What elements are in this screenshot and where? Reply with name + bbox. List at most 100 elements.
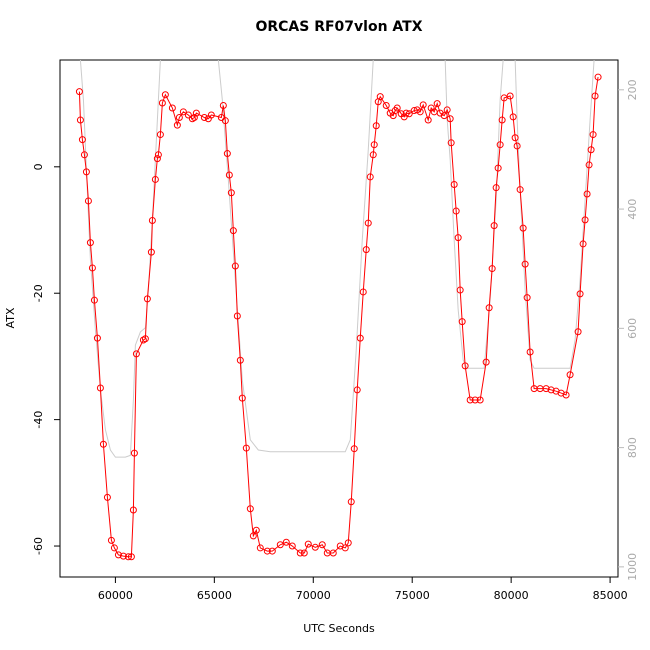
x-tick-label: 65000 <box>197 589 232 602</box>
data-point <box>151 175 159 183</box>
data-point <box>252 526 260 534</box>
data-point <box>190 114 198 122</box>
data-point <box>139 336 147 344</box>
data-point <box>500 94 508 102</box>
data-point <box>80 151 88 159</box>
data-point <box>526 348 534 356</box>
data-point <box>581 216 589 224</box>
data-point <box>511 134 519 142</box>
data-point <box>82 168 90 176</box>
data-point <box>372 122 380 130</box>
data-point <box>513 142 521 150</box>
data-point <box>124 553 132 561</box>
x-tick-label: 60000 <box>98 589 133 602</box>
data-point <box>75 88 83 96</box>
data-point <box>350 445 358 453</box>
data-point <box>188 115 196 123</box>
data-point <box>594 73 602 81</box>
data-point <box>585 161 593 169</box>
data-point <box>492 184 500 192</box>
data-point <box>99 440 107 448</box>
data-point <box>471 396 479 404</box>
x-tick-label: 75000 <box>395 589 430 602</box>
data-point <box>454 234 462 242</box>
data-point <box>419 101 427 109</box>
data-point <box>496 141 504 149</box>
data-point <box>509 113 517 121</box>
data-point <box>219 102 227 110</box>
data-point <box>583 190 591 198</box>
data-point <box>96 384 104 392</box>
data-point <box>329 549 337 557</box>
data-point <box>456 286 464 294</box>
data-point <box>158 99 166 107</box>
data-point <box>129 506 137 514</box>
data-point <box>236 356 244 364</box>
data-point <box>364 219 372 227</box>
y2-tick-label: 200 <box>626 79 639 100</box>
y-tick-label: -60 <box>32 537 45 555</box>
data-point <box>268 547 276 555</box>
data-point <box>466 396 474 404</box>
data-point <box>393 104 401 112</box>
data-point <box>110 544 118 552</box>
data-point <box>127 553 135 561</box>
data-point <box>107 536 115 544</box>
data-point <box>223 150 231 158</box>
data-point <box>256 544 264 552</box>
data-point <box>175 114 183 122</box>
data-point <box>296 549 304 557</box>
data-point <box>300 549 308 557</box>
data-point <box>263 547 271 555</box>
data-point <box>498 116 506 124</box>
data-point <box>207 111 215 119</box>
data-point <box>156 131 164 139</box>
x-tick-label: 70000 <box>296 589 331 602</box>
data-point <box>450 181 458 189</box>
y-tick-label: -20 <box>32 284 45 302</box>
data-point <box>547 386 555 394</box>
data-point <box>516 186 524 194</box>
data-point <box>447 139 455 147</box>
data-point <box>179 108 187 116</box>
data-point <box>231 262 239 270</box>
data-point <box>574 328 582 336</box>
data-point <box>238 394 246 402</box>
data-point <box>362 246 370 254</box>
data-point <box>114 551 122 559</box>
data-point <box>424 116 432 124</box>
data-point <box>143 295 151 303</box>
data-point <box>452 207 460 215</box>
data-point <box>90 296 98 304</box>
data-point <box>490 222 498 230</box>
data-point <box>148 217 156 225</box>
data-point <box>233 312 241 320</box>
plot-area <box>75 60 602 561</box>
y2-tick-label: 400 <box>626 199 639 220</box>
data-point <box>225 171 233 179</box>
data-point <box>184 111 192 119</box>
data-point <box>173 121 181 129</box>
data-point <box>382 102 390 110</box>
x-tick-label: 85000 <box>593 589 628 602</box>
data-point <box>416 108 424 116</box>
data-point <box>400 113 408 121</box>
y2-tick-label: 600 <box>626 318 639 339</box>
data-point <box>103 493 111 501</box>
chart-title: ORCAS RF07vlon ATX <box>255 19 422 35</box>
data-point <box>521 260 529 268</box>
data-point <box>227 189 235 197</box>
data-point <box>476 396 484 404</box>
data-point <box>276 541 284 549</box>
data-point <box>356 334 364 342</box>
data-point <box>304 540 312 548</box>
data-point <box>168 104 176 112</box>
data-point <box>154 151 162 159</box>
data-point <box>433 100 441 108</box>
data-point <box>359 288 367 296</box>
data-point <box>86 239 94 247</box>
data-point <box>353 386 361 394</box>
data-point <box>366 173 374 181</box>
data-point <box>566 371 574 379</box>
y-tick-label: 0 <box>32 163 45 170</box>
